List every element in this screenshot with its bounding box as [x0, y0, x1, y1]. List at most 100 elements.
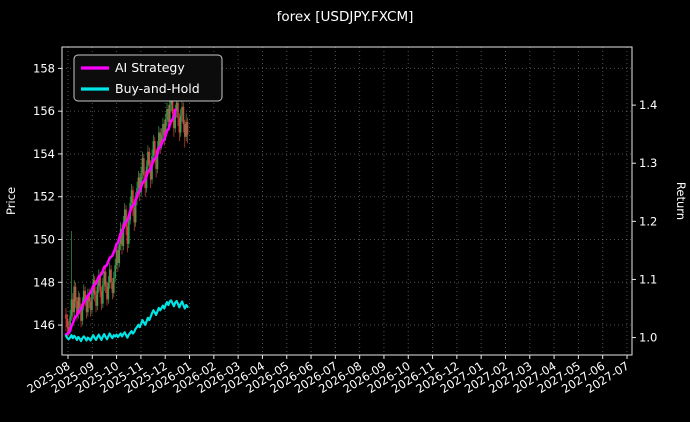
candle-body — [65, 314, 67, 319]
candle-body — [148, 151, 151, 165]
legend-box — [73, 54, 223, 102]
candle-body — [153, 141, 156, 154]
candle-body — [168, 104, 171, 122]
series-line-ai-strategy — [64, 108, 177, 336]
candle-body — [104, 271, 107, 287]
price-tick-label: 154 — [33, 147, 55, 161]
candle-body — [185, 121, 187, 137]
return-tick-label: 1.2 — [639, 214, 657, 228]
legend-label-buy-and-hold: Buy-and-Hold — [115, 81, 200, 96]
candle-body — [88, 295, 91, 302]
candle-body — [85, 299, 88, 313]
candle-body — [108, 269, 111, 283]
candle-body — [122, 222, 125, 246]
candle-body — [130, 190, 133, 204]
y-axis-label-return: Return — [674, 182, 688, 220]
candle-body — [177, 102, 179, 118]
candle-body — [178, 117, 181, 133]
candle-body — [77, 297, 80, 315]
candle-body — [67, 327, 70, 332]
candle-body — [112, 278, 115, 293]
candle-body — [163, 124, 166, 137]
candle-body — [181, 106, 183, 116]
legend-label-ai-strategy: AI Strategy — [115, 60, 185, 75]
candle-body — [179, 115, 182, 133]
candle-body — [93, 280, 96, 296]
candle-body — [159, 132, 162, 146]
y-axis-label-price: Price — [4, 187, 18, 215]
candle-body — [115, 250, 118, 266]
candle-body — [99, 275, 101, 291]
candle-body — [166, 109, 168, 120]
candle-body — [167, 109, 170, 122]
candle-body — [133, 207, 136, 223]
price-tick-label: 158 — [33, 61, 55, 75]
candle-body — [125, 209, 127, 227]
candle-body — [70, 299, 73, 317]
candle-body — [132, 190, 134, 208]
candle-body — [175, 102, 178, 112]
candle-body — [69, 316, 71, 332]
candle-body — [121, 228, 123, 246]
candle-body — [82, 290, 85, 304]
candle-body — [95, 295, 97, 306]
candle-body — [100, 290, 103, 304]
price-tick-label: 152 — [33, 190, 55, 204]
candle-body — [162, 124, 164, 135]
candle-body — [160, 134, 163, 146]
candle-body — [183, 124, 186, 137]
price-tick-label: 150 — [33, 233, 55, 247]
price-tick-label: 146 — [33, 318, 55, 332]
candle-body — [91, 292, 93, 311]
candle-body — [114, 265, 116, 278]
return-tick-label: 1.3 — [639, 156, 657, 170]
candle-body — [118, 243, 121, 264]
candle-body — [156, 147, 159, 169]
candle-body — [141, 158, 144, 174]
price-tick-label: 156 — [33, 104, 55, 118]
candle-body — [134, 198, 137, 223]
return-tick-label: 1.4 — [639, 98, 657, 112]
candle-body — [126, 226, 129, 244]
candle-body — [89, 301, 92, 311]
price-tick-label: 148 — [33, 275, 55, 289]
candle-body — [128, 220, 130, 244]
candle-body — [78, 297, 81, 308]
candle-body — [117, 250, 119, 264]
candle-body — [87, 295, 89, 313]
candle-body — [170, 98, 172, 105]
candle-body — [110, 269, 112, 283]
candle-body — [81, 303, 84, 321]
candle-body — [66, 318, 69, 328]
candle-body — [111, 282, 114, 293]
candle-body — [73, 286, 75, 313]
candle-body — [164, 119, 167, 137]
candle-body — [107, 282, 110, 300]
candle-body — [76, 301, 78, 315]
candle-body — [96, 286, 99, 306]
candle-body — [72, 299, 74, 313]
candle-body — [106, 286, 108, 300]
candle-body — [174, 111, 177, 129]
return-tick-label: 1.0 — [639, 331, 657, 345]
candle-body — [152, 141, 155, 157]
candle-body — [102, 284, 104, 304]
candle-body — [186, 121, 189, 135]
candle-body — [147, 151, 149, 167]
return-tick-label: 1.1 — [639, 272, 657, 286]
candle-body — [171, 98, 174, 114]
candle-body — [123, 209, 126, 223]
candle-body — [143, 158, 145, 176]
candle-body — [173, 113, 175, 129]
candle-body — [149, 164, 152, 180]
series-line-buy-and-hold — [64, 299, 189, 343]
candle-body — [138, 177, 141, 193]
candle-body — [80, 307, 82, 321]
candle-body — [84, 290, 86, 300]
legend: AI Strategy Buy-and-Hold — [73, 54, 223, 102]
candle-body — [182, 106, 185, 124]
candle-body — [137, 177, 140, 189]
plot-border — [61, 46, 633, 356]
